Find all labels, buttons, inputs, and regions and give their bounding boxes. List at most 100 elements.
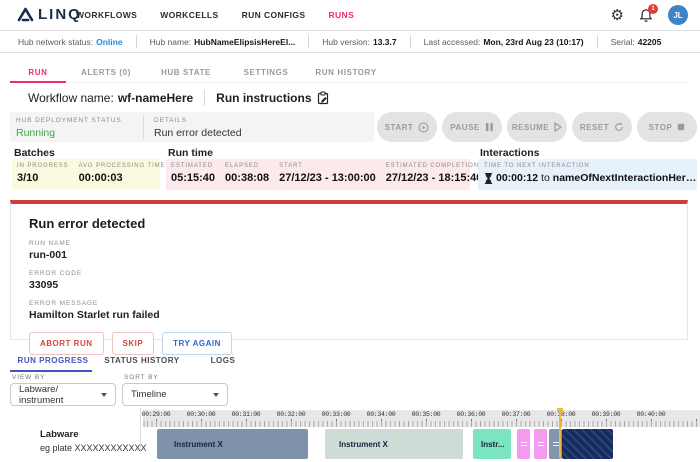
tab-logs[interactable]: LOGS bbox=[210, 356, 236, 365]
timeline-label-divider bbox=[140, 408, 141, 454]
brand-name: LINQ bbox=[38, 6, 82, 23]
batches-title: Batches bbox=[14, 147, 55, 159]
gantt-bar-instrument[interactable]: Instrument X bbox=[157, 429, 308, 459]
notifications-bell[interactable]: 1 bbox=[639, 3, 658, 23]
try-again-button[interactable]: TRY AGAIN bbox=[162, 332, 232, 355]
tick-label: 00:38:00 bbox=[546, 411, 576, 418]
abort-run-button[interactable]: ABORT RUN bbox=[29, 332, 104, 355]
hub-name-value: HubNameElipsisHereEl... bbox=[194, 36, 296, 47]
tab-settings[interactable]: SETTINGS bbox=[243, 68, 289, 77]
start-button-label: START bbox=[384, 122, 414, 132]
hub-version: Hub version: 13.3.7 bbox=[322, 37, 396, 47]
resume-button[interactable]: RESUME bbox=[507, 112, 567, 142]
estimated-label: ESTIMATED bbox=[171, 163, 213, 169]
linq-logo-icon bbox=[17, 7, 34, 22]
row-subtitle: eg plate XXXXXXXXXXXX bbox=[40, 443, 147, 453]
resume-button-label: RESUME bbox=[511, 122, 550, 132]
tick-label: 00:40:00 bbox=[636, 411, 666, 418]
batches-in-progress: IN PROGRESS 3/10 bbox=[12, 159, 74, 190]
tick-label: 00:39:00 bbox=[591, 411, 621, 418]
linq-logo[interactable]: LINQ bbox=[17, 6, 82, 23]
timeline-minor-ticks bbox=[143, 421, 700, 427]
run-instructions-label: Run instructions bbox=[216, 91, 312, 105]
tab-hub-state[interactable]: HUB STATE bbox=[161, 68, 211, 77]
next-interaction-countdown: 00:00:12 bbox=[496, 172, 539, 184]
drag-handle-icon bbox=[552, 442, 559, 446]
start-label: START bbox=[279, 163, 303, 169]
run-name-label: RUN NAME bbox=[29, 240, 71, 247]
nav-links: WORKFLOWS WORKCELLS RUN CONFIGS RUNS bbox=[76, 0, 354, 30]
view-by-select[interactable]: Labware/ instrument bbox=[10, 383, 116, 406]
error-panel-title: Run error detected bbox=[29, 216, 146, 231]
hub-name-label: Hub name: bbox=[149, 36, 192, 47]
gantt-bar-interaction[interactable] bbox=[549, 429, 562, 459]
start-button[interactable]: START bbox=[377, 112, 437, 142]
gantt-bar-error-hatched[interactable] bbox=[562, 429, 613, 459]
divider bbox=[135, 35, 137, 48]
error-code-label: ERROR CODE bbox=[29, 270, 83, 277]
tab-status-history[interactable]: STATUS HISTORY bbox=[104, 356, 180, 365]
gantt-bar-instrument[interactable]: Instrument X bbox=[325, 429, 463, 459]
gantt-bar-interaction[interactable] bbox=[517, 429, 530, 459]
tab-run-history[interactable]: RUN HISTORY bbox=[315, 68, 377, 77]
nav-item-workflows[interactable]: WORKFLOWS bbox=[76, 10, 138, 20]
tick-label: 00:37:00 bbox=[501, 411, 531, 418]
reset-button[interactable]: RESET bbox=[572, 112, 632, 142]
hub-status-bar: Hub network status: Online Hub name: Hub… bbox=[0, 30, 700, 53]
interactions-panel: TIME TO NEXT INTERACTION 00:00:12 to nam… bbox=[478, 159, 697, 190]
hub-version-value: 13.3.7 bbox=[372, 36, 397, 47]
estimated-completion-value: 27/12/23 - 18:15:40 bbox=[385, 172, 483, 184]
sort-by-select[interactable]: Timeline bbox=[122, 383, 228, 406]
workflow-name-label: Workflow name: bbox=[28, 91, 114, 105]
current-time-marker[interactable] bbox=[557, 408, 563, 412]
hub-network-status-label: Hub network status: bbox=[18, 36, 94, 47]
nav-right-cluster: ⚙ 1 JL bbox=[611, 0, 688, 30]
hub-network-status: Hub network status: Online bbox=[18, 37, 123, 47]
user-avatar[interactable]: JL bbox=[668, 5, 688, 25]
estimated-completion-label: ESTIMATED COMPLETION bbox=[385, 163, 479, 169]
tick-label: 00:29:00 bbox=[141, 411, 171, 418]
tick-label: 00:36:00 bbox=[456, 411, 486, 418]
divider bbox=[596, 35, 598, 48]
tick-label: 00:30:00 bbox=[186, 411, 216, 418]
edit-note-icon[interactable] bbox=[317, 91, 330, 105]
stop-button[interactable]: STOP bbox=[637, 112, 697, 142]
stop-button-label: STOP bbox=[648, 122, 673, 132]
tick-label: 00:34:00 bbox=[366, 411, 396, 418]
nav-item-runs[interactable]: RUNS bbox=[328, 10, 355, 20]
runtime-elapsed: ELAPSED 00:38:08 bbox=[220, 159, 274, 190]
run-instructions-link[interactable]: Run instructions bbox=[216, 91, 329, 105]
tab-run[interactable]: RUN bbox=[10, 62, 66, 83]
nav-item-run-configs[interactable]: RUN CONFIGS bbox=[241, 10, 306, 20]
hub-last-accessed: Last accessed: Mon, 23rd Aug 23 (10:17) bbox=[424, 37, 584, 47]
tick-label: 00:31:00 bbox=[231, 411, 261, 418]
hub-deployment-status-panel: HUB DEPLOYMENT STATUS Running DETAILS Ru… bbox=[10, 112, 374, 142]
elapsed-value: 00:38:08 bbox=[225, 172, 270, 184]
detail-tabs: RUN PROGRESS STATUS HISTORY LOGS bbox=[10, 350, 258, 372]
tab-run-progress[interactable]: RUN PROGRESS bbox=[10, 350, 96, 372]
workflow-name-value: wf-nameHere bbox=[117, 91, 194, 105]
avg-processing-label: AVG PROCESSING TIME bbox=[78, 163, 166, 169]
current-time-line bbox=[559, 410, 561, 458]
tab-alerts[interactable]: ALERTS (0) bbox=[81, 68, 131, 77]
error-message-value: Hamilton Starlet run failed bbox=[29, 309, 160, 321]
avg-processing-value: 00:00:03 bbox=[78, 172, 123, 184]
pause-button[interactable]: PAUSE bbox=[442, 112, 502, 142]
drag-handle-icon bbox=[537, 442, 544, 446]
gantt-bar-instrument[interactable]: Instr... bbox=[473, 429, 511, 459]
skip-button[interactable]: SKIP bbox=[111, 332, 155, 355]
divider bbox=[143, 115, 144, 139]
pause-icon bbox=[485, 122, 494, 132]
nav-item-workcells[interactable]: WORKCELLS bbox=[160, 10, 219, 20]
gantt-bar-label: Instrument X bbox=[174, 439, 223, 449]
stop-icon bbox=[677, 123, 685, 131]
hourglass-icon bbox=[484, 172, 493, 184]
sort-by-label: SORT BY bbox=[124, 374, 159, 381]
in-progress-label: IN PROGRESS bbox=[17, 163, 69, 169]
settings-gear-icon[interactable]: ⚙ bbox=[610, 6, 624, 24]
run-progress-timeline: 00:29:00 00:30:00 00:31:00 00:32:00 00:3… bbox=[0, 408, 700, 459]
chevron-down-icon bbox=[101, 392, 107, 397]
runtime-estimated-completion: ESTIMATED COMPLETION 27/12/23 - 18:15:40 bbox=[381, 159, 488, 190]
gantt-bar-interaction[interactable] bbox=[534, 429, 547, 459]
error-action-buttons: ABORT RUN SKIP TRY AGAIN bbox=[29, 332, 687, 355]
